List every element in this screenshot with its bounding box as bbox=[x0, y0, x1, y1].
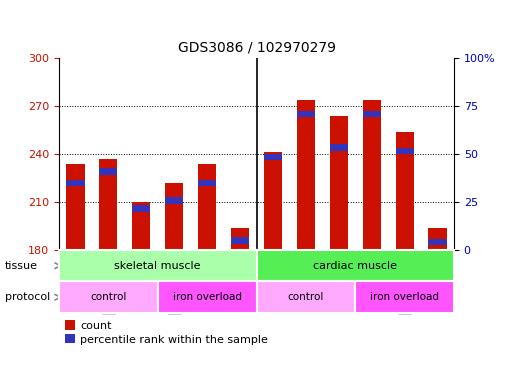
Text: tissue: tissue bbox=[5, 261, 38, 271]
Bar bbox=[297, 111, 315, 117]
Bar bbox=[363, 99, 381, 250]
Bar bbox=[231, 237, 249, 243]
Bar bbox=[396, 132, 413, 250]
Bar bbox=[198, 164, 216, 250]
Bar bbox=[355, 281, 454, 313]
Bar bbox=[66, 180, 85, 186]
Bar bbox=[100, 168, 117, 175]
Bar bbox=[132, 205, 150, 212]
Text: control: control bbox=[90, 292, 127, 302]
Bar bbox=[256, 281, 355, 313]
Bar bbox=[396, 147, 413, 154]
Title: GDS3086 / 102970279: GDS3086 / 102970279 bbox=[177, 40, 336, 54]
Bar bbox=[132, 202, 150, 250]
Text: iron overload: iron overload bbox=[172, 292, 242, 302]
Bar bbox=[428, 228, 447, 250]
Bar bbox=[158, 281, 256, 313]
Bar bbox=[330, 116, 348, 250]
Text: cardiac muscle: cardiac muscle bbox=[313, 261, 397, 271]
Bar bbox=[264, 152, 282, 250]
Bar bbox=[363, 111, 381, 117]
Bar bbox=[165, 183, 183, 250]
Bar bbox=[66, 164, 85, 250]
Legend: count, percentile rank within the sample: count, percentile rank within the sample bbox=[65, 320, 268, 345]
Bar bbox=[330, 144, 348, 151]
Bar bbox=[256, 250, 454, 281]
Bar bbox=[297, 99, 315, 250]
Bar bbox=[59, 250, 256, 281]
Bar bbox=[264, 154, 282, 161]
Bar bbox=[198, 180, 216, 186]
Bar bbox=[100, 159, 117, 250]
Text: iron overload: iron overload bbox=[370, 292, 439, 302]
Bar bbox=[231, 228, 249, 250]
Bar bbox=[165, 197, 183, 204]
Bar bbox=[59, 281, 158, 313]
Bar bbox=[428, 239, 447, 245]
Text: protocol: protocol bbox=[5, 292, 50, 302]
Text: skeletal muscle: skeletal muscle bbox=[114, 261, 201, 271]
Text: control: control bbox=[288, 292, 324, 302]
